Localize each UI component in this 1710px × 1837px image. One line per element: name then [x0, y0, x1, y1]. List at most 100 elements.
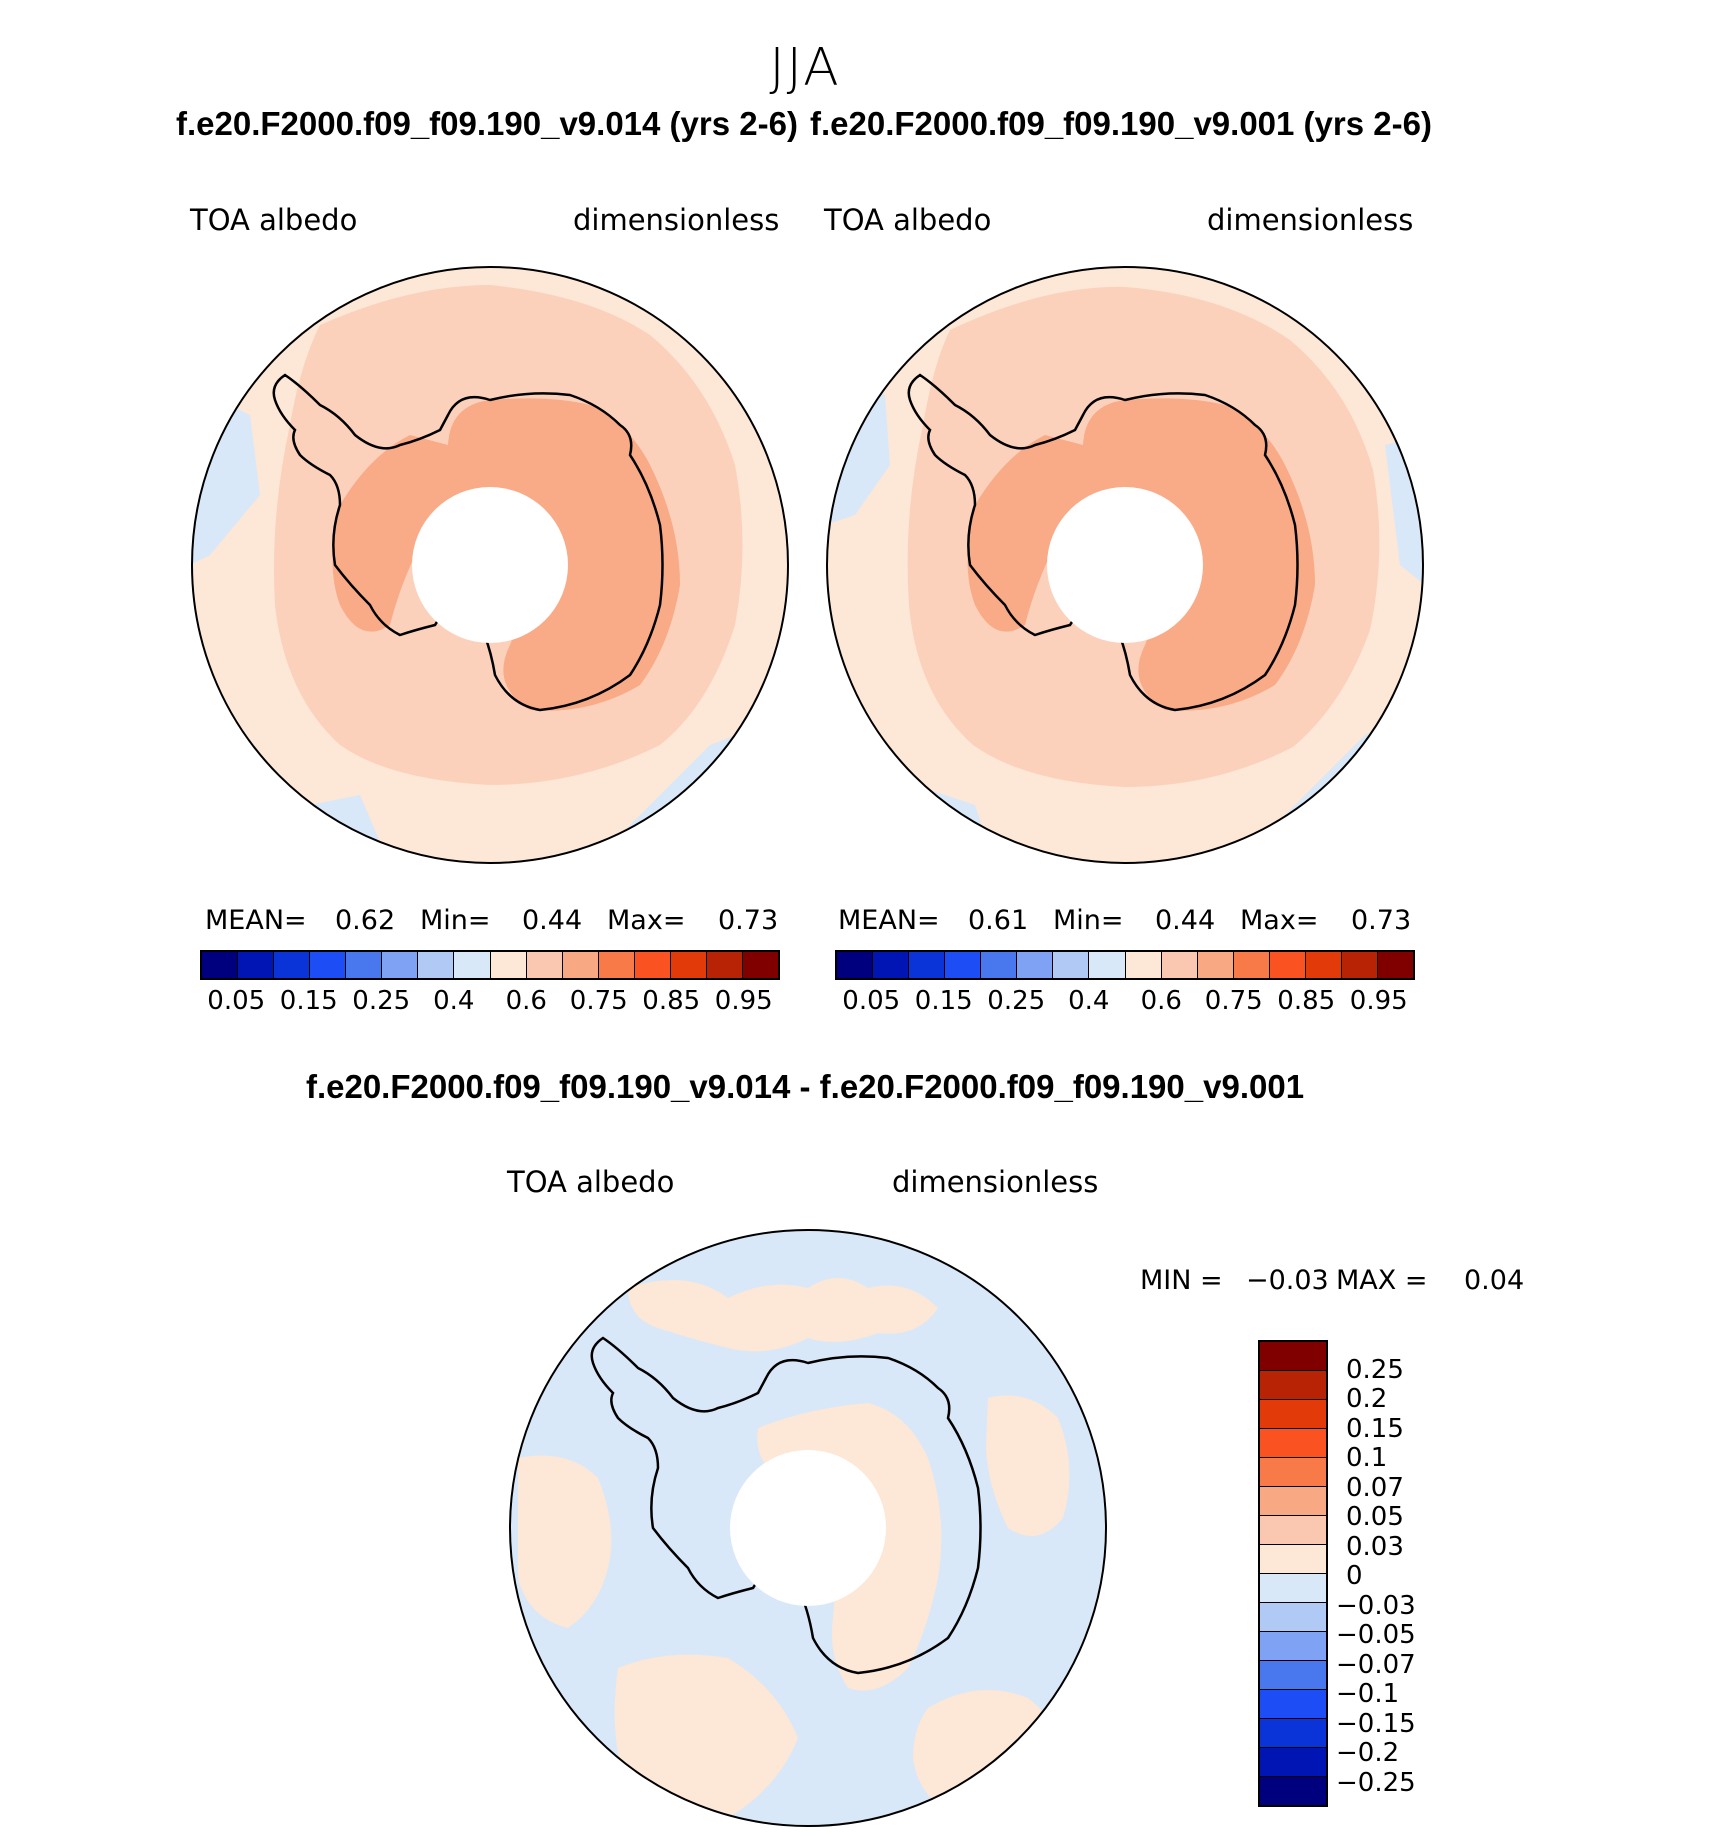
colorbar-swatch: [1260, 1719, 1326, 1748]
colorbar-swatch: [1053, 952, 1090, 978]
colorbar-swatch: [1260, 1661, 1326, 1690]
colorbar-swatch: [1260, 1429, 1326, 1458]
colorbar-swatch: [1260, 1342, 1326, 1371]
panel-1-units: dimensionless: [573, 203, 780, 237]
positive-patch-west: [518, 1455, 612, 1628]
colorbar-swatch: [981, 952, 1018, 978]
colorbar-tick-label: 0.75: [569, 986, 628, 1016]
pole-hole: [730, 1450, 886, 1606]
colorbar-tick-label: 0.03: [1346, 1531, 1404, 1562]
map-border: [191, 266, 789, 864]
colorbar-swatch: [382, 952, 419, 978]
colorbar-swatch: [706, 952, 743, 978]
colorbar-tick-label: −0.07: [1336, 1649, 1416, 1680]
colorbar-tick-label: 0.15: [914, 986, 973, 1016]
panel-1-mean-label: MEAN=: [205, 905, 307, 936]
colorbar-swatch: [238, 952, 275, 978]
panel-1-max-label: Max=: [607, 905, 686, 936]
coastline: [907, 373, 1299, 712]
colorbar-swatch: [1260, 1545, 1326, 1574]
pole-hole: [412, 487, 568, 643]
panel-1-variable: TOA albedo: [190, 203, 358, 237]
colorbar-tick-label: 0.25: [1346, 1354, 1404, 1385]
positive-patch-east: [986, 1395, 1070, 1536]
colorbar-swatch: [873, 952, 910, 978]
colorbar-swatch: [1260, 1690, 1326, 1719]
panel-2-units: dimensionless: [1207, 203, 1414, 237]
colorbar-swatches: [835, 950, 1415, 980]
panel-1-min-value: 0.44: [522, 905, 583, 936]
colorbar-swatch: [1125, 952, 1162, 978]
antarctic-interior: [967, 398, 1315, 711]
colorbar-swatch: [1260, 1603, 1326, 1632]
colorbar-tick-label: 0.4: [433, 986, 475, 1016]
colorbar-tick-label: 0.6: [1140, 986, 1182, 1016]
colorbar-tick-label: 0.95: [714, 986, 773, 1016]
colorbar-swatch: [490, 952, 527, 978]
antarctic-interior: [332, 398, 680, 711]
colorbar-swatch: [346, 952, 383, 978]
colorbar-swatches: [200, 950, 780, 980]
colorbar-swatch: [1305, 952, 1342, 978]
colorbar-swatch: [1260, 1400, 1326, 1429]
difference-variable: TOA albedo: [507, 1165, 675, 1199]
colorbar-swatch: [1260, 1516, 1326, 1545]
panel-1-max-value: 0.73: [718, 905, 779, 936]
colorbar-swatch: [634, 952, 671, 978]
colorbar-swatch: [1197, 952, 1234, 978]
colorbar-tick-label: 0.07: [1346, 1472, 1404, 1503]
colorbar-tick-label: 0.4: [1068, 986, 1110, 1016]
colorbar-swatch: [1161, 952, 1198, 978]
difference-units: dimensionless: [892, 1165, 1099, 1199]
season-label: JJA: [769, 38, 841, 98]
colorbar-swatch: [1341, 952, 1378, 978]
colorbar-swatch: [1260, 1632, 1326, 1661]
difference-max-value: 0.04: [1464, 1265, 1525, 1296]
panel-2-min-label: Min=: [1053, 905, 1124, 936]
colorbar-tick-label: 0.05: [1346, 1502, 1404, 1532]
colorbar-tick-label: −0.15: [1336, 1708, 1416, 1739]
colorbar-tick-label: 0.05: [207, 986, 266, 1016]
colorbar-tick-label: 0.95: [1349, 986, 1408, 1016]
colorbar-swatch: [1260, 1487, 1326, 1516]
colorbar-swatch: [310, 952, 347, 978]
colorbar-tick-label: −0.2: [1336, 1738, 1400, 1768]
panel-2-mean-label: MEAN=: [838, 905, 940, 936]
colorbar-swatch: [1260, 1748, 1326, 1777]
colorbar-swatch: [202, 952, 239, 978]
panel-2-colorbar: 0.05 0.15 0.25 0.4 0.6 0.75 0.85 0.95: [835, 950, 1415, 1016]
difference-title: f.e20.F2000.f09_f09.190_v9.014 - f.e20.F…: [305, 1068, 1305, 1105]
colorbar-swatch: [1260, 1574, 1326, 1603]
colorbar-tick-label: 0.6: [505, 986, 547, 1016]
panel-1-map: [191, 266, 789, 864]
colorbar-swatch: [1260, 1458, 1326, 1487]
difference-colorbar-ticks: 0.25 0.2 0.15 0.1 0.07 0.05 0.03 0 −0.03 −0.05 −0.…: [1336, 1340, 1456, 1820]
panel-2-max-label: Max=: [1240, 905, 1319, 936]
colorbar-swatch: [837, 952, 874, 978]
colorbar-tick-label: 0.75: [1204, 986, 1263, 1016]
panel-2-title: f.e20.F2000.f09_f09.190_v9.001 (yrs 2-6): [810, 105, 1432, 142]
panel-1-mean-value: 0.62: [335, 905, 396, 936]
colorbar-tick-label: 0.85: [642, 986, 701, 1016]
positive-patch-north: [628, 1278, 938, 1352]
colorbar-swatch: [418, 952, 455, 978]
colorbar-swatch: [1260, 1371, 1326, 1400]
colorbar-tick-label: 0.1: [1346, 1443, 1388, 1473]
colorbar-tick-label: 0.85: [1277, 986, 1336, 1016]
colorbar-tick-label: 0: [1346, 1561, 1363, 1591]
panel-1-min-label: Min=: [420, 905, 491, 936]
panel-1-title: f.e20.F2000.f09_f09.190_v9.014 (yrs 2-6): [176, 105, 798, 142]
panel-2-min-value: 0.44: [1155, 905, 1216, 936]
colorbar-swatch: [598, 952, 635, 978]
difference-map: [509, 1229, 1107, 1827]
difference-min-label: MIN =: [1140, 1265, 1223, 1296]
colorbar-swatch: [274, 952, 311, 978]
coastline: [272, 373, 664, 712]
colorbar-tick-label: 0.2: [1346, 1384, 1388, 1414]
panel-2-variable: TOA albedo: [824, 203, 992, 237]
colorbar-swatch: [1377, 952, 1413, 978]
colorbar-tick-label: 0.25: [352, 986, 411, 1016]
colorbar-swatch: [1260, 1777, 1326, 1805]
coastline: [590, 1336, 982, 1675]
panel-1-colorbar: 0.05 0.15 0.25 0.4 0.6 0.75 0.85 0.95: [200, 950, 780, 1016]
